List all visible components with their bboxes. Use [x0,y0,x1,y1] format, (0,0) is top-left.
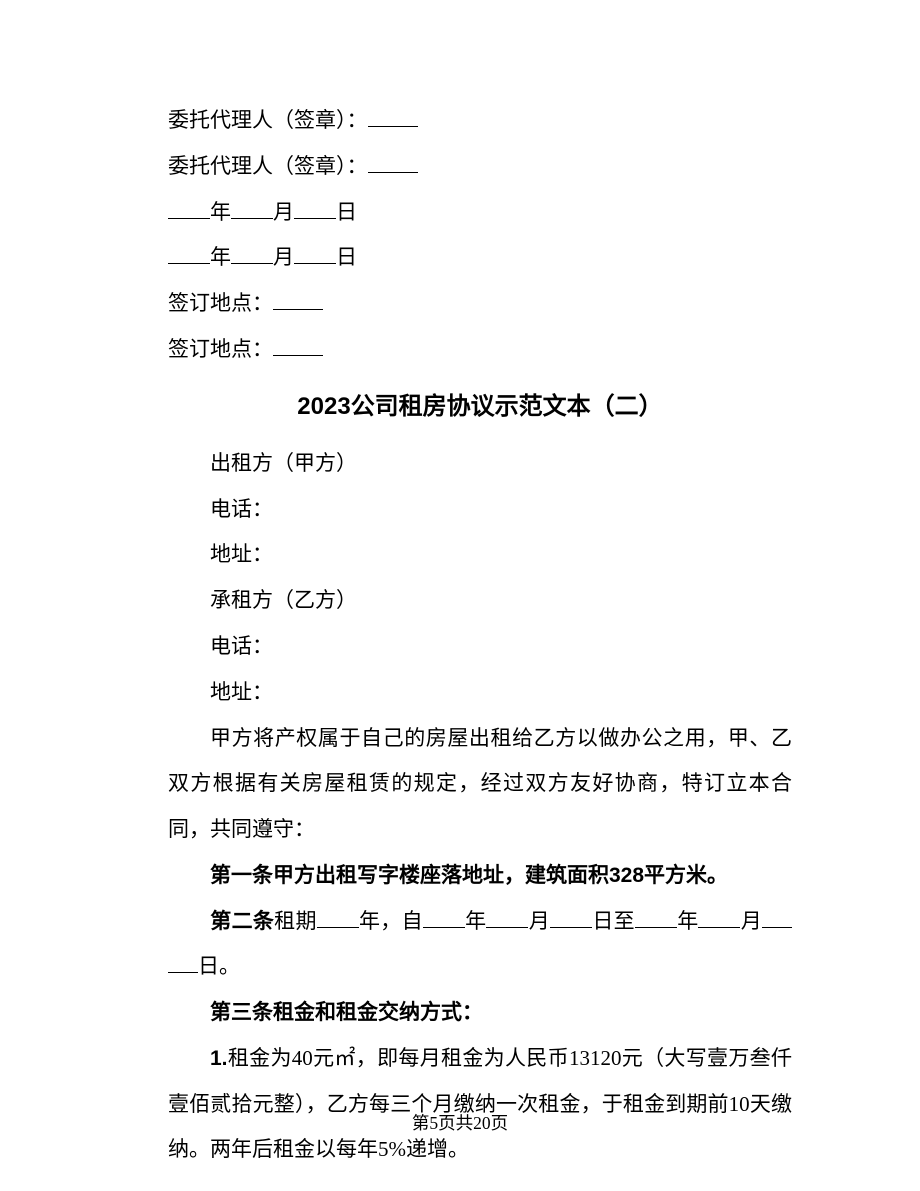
blank [168,195,210,218]
blank [168,241,210,264]
date-line-1: 年月日 [168,190,792,236]
signature-line-2: 委托代理人（签章）： [168,144,792,190]
clause2-f: 年 [677,909,699,933]
addr-line-1: 地址： [168,532,792,578]
clause2-e: 日至 [592,909,635,933]
loc1-text: 签订地点： [168,291,273,315]
clause2-a: 租期 [274,909,317,933]
para1-text: 租金为40元㎡，即每月租金为人民币13120元（大写壹万叁仟壹佰贰拾元整），乙方… [168,1046,792,1162]
addr-line-2: 地址： [168,670,792,716]
phone-line-2: 电话： [168,624,792,670]
blank [423,904,465,927]
clause2-g: 月 [740,909,762,933]
blank [762,904,792,927]
blank [231,241,273,264]
lessor-line: 出租方（甲方） [168,441,792,487]
sig2-text: 委托代理人（签章）： [168,154,368,178]
blank [635,904,677,927]
clause-3: 第三条租金和租金交纳方式： [168,990,792,1036]
date-line-2: 年月日 [168,235,792,281]
blank [294,241,336,264]
blank [273,333,323,356]
month-label: 月 [273,245,294,269]
signature-line-1: 委托代理人（签章）： [168,98,792,144]
sig1-text: 委托代理人（签章）： [168,108,368,132]
clause2-b: 年，自 [359,909,423,933]
location-line-2: 签订地点： [168,327,792,373]
location-line-1: 签订地点： [168,281,792,327]
para1-prefix: 1. [210,1047,228,1070]
blank [368,104,418,127]
blank [273,287,323,310]
day-label: 日 [336,200,357,224]
loc2-text: 签订地点： [168,337,273,361]
phone-line-1: 电话： [168,487,792,533]
page-footer: 第5页共20页 [0,1110,920,1135]
document-body: 委托代理人（签章）： 委托代理人（签章）： 年月日 年月日 签订地点： 签订地点… [0,0,920,1173]
blank [368,150,418,173]
blank [231,195,273,218]
clause2-c: 年 [465,909,487,933]
blank [550,904,592,927]
year-label: 年 [210,245,231,269]
year-label: 年 [210,200,231,224]
para-1: 1.租金为40元㎡，即每月租金为人民币13120元（大写壹万叁仟壹佰贰拾元整），… [168,1036,792,1173]
clause-1: 第一条甲方出租写字楼座落地址，建筑面积328平方米。 [168,853,792,899]
day-label: 日 [336,245,357,269]
intro-paragraph: 甲方将产权属于自己的房屋出租给乙方以做办公之用，甲、乙双方根据有关房屋租赁的规定… [168,716,792,853]
document-title: 2023公司租房协议示范文本（二） [168,381,792,433]
blank [294,195,336,218]
clause-2-prefix: 第二条 [210,910,274,933]
blank [168,950,198,973]
blank [486,904,528,927]
blank [317,904,359,927]
clause-2-wrapper: 第二条租期 年，自 年 月 日至 年 月日。 [168,899,792,991]
clause2-d: 月 [528,909,550,933]
clause2-end: 日。 [198,954,240,978]
blank [698,904,740,927]
lessee-line: 承租方（乙方） [168,578,792,624]
month-label: 月 [273,200,294,224]
